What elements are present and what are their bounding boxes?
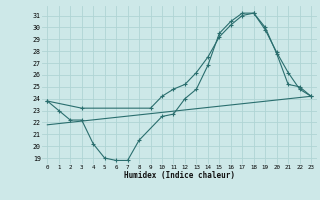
X-axis label: Humidex (Indice chaleur): Humidex (Indice chaleur) [124,171,235,180]
